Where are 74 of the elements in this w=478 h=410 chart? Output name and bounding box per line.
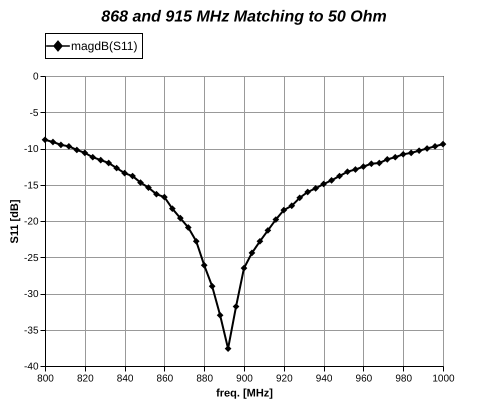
point — [296, 194, 304, 202]
point — [360, 163, 367, 170]
point — [73, 146, 80, 154]
point — [344, 168, 351, 176]
y-tick-label: -20 — [24, 216, 39, 228]
point — [145, 184, 152, 192]
x-tick-label: 900 — [236, 374, 254, 384]
point — [304, 188, 312, 196]
x-tick-label: 880 — [196, 374, 214, 384]
point — [176, 214, 184, 222]
point — [336, 172, 343, 180]
point — [200, 262, 208, 269]
point — [264, 227, 272, 234]
y-tick-label: -40 — [24, 362, 39, 372]
point — [408, 149, 415, 156]
point — [42, 136, 48, 144]
point — [192, 238, 200, 245]
point — [216, 312, 224, 319]
x-tick-label: 1000 — [432, 374, 456, 384]
x-tick-label: 860 — [156, 374, 174, 384]
x-tick-label: 840 — [116, 374, 134, 384]
point — [208, 282, 216, 290]
point — [232, 303, 240, 310]
point — [288, 202, 296, 210]
point — [320, 180, 327, 188]
x-tick-label: 980 — [395, 374, 412, 384]
y-tick-label: -35 — [24, 325, 39, 336]
point — [416, 147, 422, 154]
point — [352, 166, 359, 173]
y-tick-label: -15 — [24, 180, 39, 192]
point — [169, 205, 176, 212]
point — [392, 154, 399, 161]
point — [368, 160, 375, 168]
x-tick-label: 940 — [316, 374, 333, 384]
chart-title: 868 and 915 MHz Matching to 50 Ohm — [101, 8, 387, 26]
x-axis-title: freq. [MHz] — [216, 388, 274, 400]
point — [384, 156, 391, 163]
y-tick-label: -25 — [24, 252, 39, 264]
point — [184, 224, 192, 231]
point — [440, 140, 446, 148]
point — [161, 194, 168, 200]
point — [113, 164, 120, 172]
x-tick-label: 960 — [356, 374, 373, 384]
x-tick-label: 800 — [37, 374, 54, 384]
y-tick-label: -30 — [24, 289, 39, 300]
point — [400, 150, 407, 158]
point — [312, 185, 319, 192]
x-tick-label: 920 — [276, 374, 294, 384]
point — [58, 142, 64, 148]
point — [97, 156, 104, 164]
point — [272, 216, 280, 223]
point — [424, 145, 430, 152]
point — [129, 172, 136, 180]
point — [248, 250, 256, 256]
point — [66, 142, 72, 150]
point — [50, 138, 56, 146]
point — [105, 160, 112, 166]
point — [280, 206, 288, 214]
point — [137, 179, 144, 186]
y-tick-label: -10 — [24, 144, 39, 155]
legend-label: magdB(S11) — [71, 39, 138, 53]
x-tick-label: 820 — [76, 374, 94, 384]
point — [121, 170, 128, 177]
y-axis-title: S11 [dB] — [9, 199, 22, 244]
y-tick-label: 0 — [32, 72, 39, 82]
point — [240, 264, 248, 272]
point — [89, 154, 96, 161]
point — [256, 238, 264, 245]
point — [328, 177, 335, 184]
point — [81, 149, 88, 156]
point — [432, 142, 438, 150]
y-tick-label: -5 — [30, 108, 39, 119]
point — [376, 160, 383, 166]
point — [153, 190, 160, 198]
